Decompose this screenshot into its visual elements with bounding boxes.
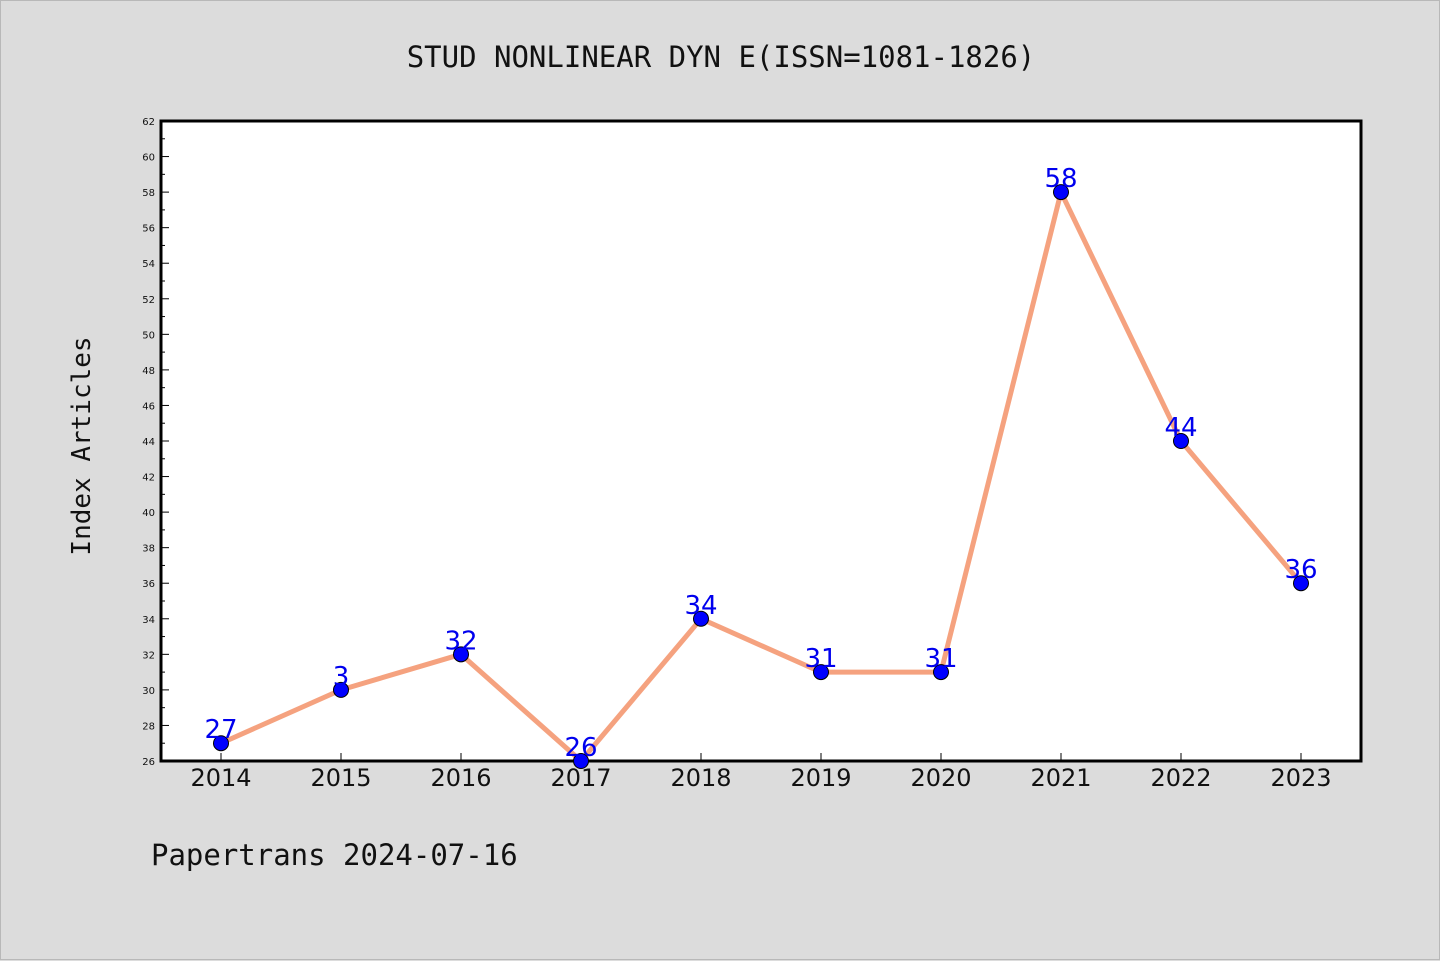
data-point: [1173, 433, 1189, 449]
data-label: 26: [564, 733, 597, 763]
data-point: [453, 646, 469, 663]
y-tick-label: 58: [142, 188, 155, 199]
x-tick-label: 2022: [1150, 764, 1211, 792]
y-tick-label: 48: [142, 366, 155, 377]
x-tick-label: 2014: [190, 764, 251, 792]
data-point: [933, 664, 949, 681]
data-label: 27: [204, 715, 237, 745]
y-tick-label: 62: [142, 117, 155, 128]
series-line-group: [218, 189, 1304, 764]
y-tick-label: 34: [142, 615, 155, 626]
y-tick-label: 38: [142, 544, 155, 555]
data-point: [213, 735, 229, 752]
chart-title: STUD NONLINEAR DYN E(ISSN=1081-1826): [407, 40, 1036, 74]
x-tick-label: 2015: [310, 764, 371, 792]
data-point: [813, 664, 829, 681]
data-point: [573, 753, 589, 769]
y-tick-label: 36: [142, 579, 155, 590]
data-label: 31: [804, 644, 837, 674]
y-tick-label: 30: [142, 686, 155, 697]
x-tick-label: 2021: [1030, 764, 1091, 792]
data-label: 44: [1164, 413, 1197, 443]
x-tick-label: 2020: [910, 764, 971, 792]
y-tick-label: 44: [142, 437, 155, 448]
y-tick-label: 54: [142, 259, 155, 270]
series-line: [218, 189, 1304, 764]
x-tick-label: 2016: [430, 764, 491, 792]
data-label: 31: [924, 644, 957, 674]
plot-area: [159, 119, 1363, 763]
data-label: 36: [1284, 555, 1317, 585]
data-label: 32: [444, 626, 477, 656]
data-label: 34: [684, 591, 717, 621]
data-labels-group: 27 3 32 26 34 31 31 58 44 36: [204, 164, 1317, 763]
data-point: [693, 610, 709, 627]
y-tick-label: 56: [142, 224, 155, 235]
data-label: 58: [1044, 164, 1077, 194]
y-tick-label: 28: [142, 721, 155, 732]
y-tick-label: 32: [142, 650, 155, 661]
y-axis-label: Index Articles: [67, 336, 97, 555]
data-label: 3: [333, 662, 350, 692]
y-tick-label: 42: [142, 473, 155, 484]
data-point: [1053, 184, 1069, 201]
footer-text: Papertrans 2024-07-16: [151, 838, 518, 872]
y-axis: 26 28 30 32 34 36 38 40 42 44 46 48 50 52 54 56 58 60 62: [142, 117, 169, 768]
y-tick-label: 40: [142, 508, 155, 519]
y-tick-label: 50: [142, 330, 155, 341]
y-tick-label: 60: [142, 153, 155, 164]
y-tick-label: 46: [142, 401, 155, 412]
y-tick-label: 26: [142, 757, 155, 768]
y-tick-label: 52: [142, 295, 155, 306]
markers-group: [213, 184, 1309, 769]
data-point: [1293, 575, 1309, 592]
data-point: [333, 681, 349, 698]
x-tick-label: 2018: [670, 764, 731, 792]
x-axis: 2014 2015 2016 2017 2018 2019 2020 2021 2022 2023: [190, 753, 1332, 792]
x-tick-label: 2019: [790, 764, 851, 792]
x-tick-label: 2023: [1270, 764, 1331, 792]
